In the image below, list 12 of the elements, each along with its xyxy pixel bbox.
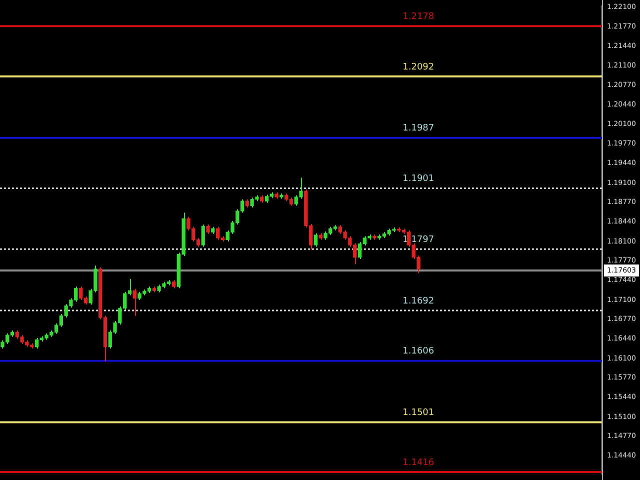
ref-line-label: 1.1501 — [402, 408, 434, 418]
ref-line-label: 1.2092 — [402, 62, 434, 72]
ref-line-label: 1.2178 — [402, 12, 434, 22]
ref-line-label: 1.1416 — [402, 458, 434, 468]
candlestick — [314, 232, 318, 248]
ref-line-label: 1.1901 — [402, 174, 434, 184]
candlestick — [132, 288, 136, 316]
ref-line-label: 1.1692 — [402, 296, 434, 306]
ref-line-label: 1.1987 — [402, 124, 434, 134]
ref-line-label: 1.1606 — [402, 346, 434, 357]
candlestick — [206, 224, 210, 234]
candlestick — [201, 224, 205, 248]
